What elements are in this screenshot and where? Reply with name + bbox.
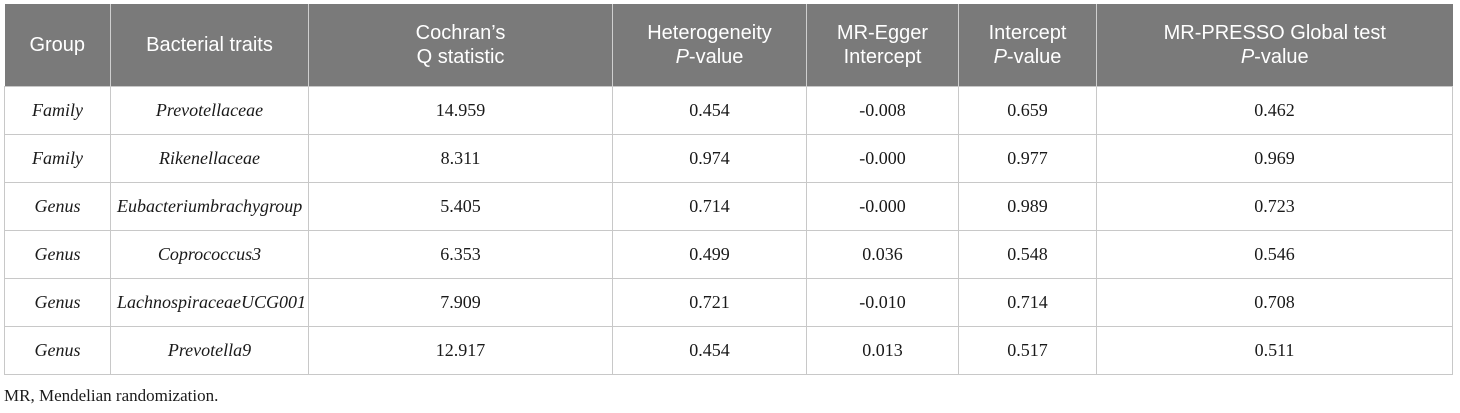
cell-group: Genus bbox=[4, 326, 111, 375]
cell-heterogeneity-p: 0.714 bbox=[612, 182, 807, 231]
table-row: Family Prevotellaceae 14.959 0.454 -0.00… bbox=[4, 86, 1453, 135]
cell-cochrans-q: 7.909 bbox=[308, 278, 613, 327]
header-bacterial-traits: Bacterial traits bbox=[110, 4, 309, 87]
cell-intercept-p: 0.659 bbox=[958, 86, 1097, 135]
cell-cochrans-q: 12.917 bbox=[308, 326, 613, 375]
cell-bacterial-trait: Prevotella9 bbox=[110, 326, 309, 375]
cell-bacterial-trait: Prevotellaceae bbox=[110, 86, 309, 135]
cell-intercept-p: 0.548 bbox=[958, 230, 1097, 279]
header-cochrans-q: Cochran’s Q statistic bbox=[308, 4, 613, 87]
cell-mr-presso-p: 0.546 bbox=[1096, 230, 1453, 279]
header-heterogeneity-p: Heterogeneity P-value bbox=[612, 4, 807, 87]
header-mr-egger-intercept: MR-Egger Intercept bbox=[806, 4, 959, 87]
cell-intercept-p: 0.714 bbox=[958, 278, 1097, 327]
table-row: Genus Prevotella9 12.917 0.454 0.013 0.5… bbox=[4, 326, 1453, 375]
cell-heterogeneity-p: 0.974 bbox=[612, 134, 807, 183]
header-group: Group bbox=[4, 4, 111, 87]
cell-mr-egger-intercept: -0.000 bbox=[806, 182, 959, 231]
cell-mr-egger-intercept: -0.010 bbox=[806, 278, 959, 327]
cell-mr-presso-p: 0.462 bbox=[1096, 86, 1453, 135]
cell-heterogeneity-p: 0.454 bbox=[612, 326, 807, 375]
table-row: Genus Coprococcus3 6.353 0.499 0.036 0.5… bbox=[4, 230, 1453, 279]
cell-mr-egger-intercept: -0.000 bbox=[806, 134, 959, 183]
cell-group: Genus bbox=[4, 278, 111, 327]
cell-intercept-p: 0.989 bbox=[958, 182, 1097, 231]
cell-mr-presso-p: 0.511 bbox=[1096, 326, 1453, 375]
table-header-row: Group Bacterial traits Cochran’s Q stati… bbox=[4, 4, 1453, 87]
cell-cochrans-q: 6.353 bbox=[308, 230, 613, 279]
cell-heterogeneity-p: 0.454 bbox=[612, 86, 807, 135]
cell-mr-presso-p: 0.969 bbox=[1096, 134, 1453, 183]
cell-heterogeneity-p: 0.499 bbox=[612, 230, 807, 279]
cell-group: Family bbox=[4, 86, 111, 135]
header-intercept-p: Intercept P-value bbox=[958, 4, 1097, 87]
table-footnote: MR, Mendelian randomization. bbox=[4, 386, 219, 405]
cell-mr-presso-p: 0.708 bbox=[1096, 278, 1453, 327]
cell-cochrans-q: 14.959 bbox=[308, 86, 613, 135]
cell-bacterial-trait: Eubacteriumbrachygroup bbox=[110, 182, 309, 231]
table-row: Genus Eubacteriumbrachygroup 5.405 0.714… bbox=[4, 182, 1453, 231]
cell-bacterial-trait: Rikenellaceae bbox=[110, 134, 309, 183]
table-row: Family Rikenellaceae 8.311 0.974 -0.000 … bbox=[4, 134, 1453, 183]
cell-cochrans-q: 8.311 bbox=[308, 134, 613, 183]
cell-intercept-p: 0.977 bbox=[958, 134, 1097, 183]
cell-mr-egger-intercept: 0.013 bbox=[806, 326, 959, 375]
cell-group: Family bbox=[4, 134, 111, 183]
cell-group: Genus bbox=[4, 230, 111, 279]
cell-cochrans-q: 5.405 bbox=[308, 182, 613, 231]
cell-intercept-p: 0.517 bbox=[958, 326, 1097, 375]
header-mr-presso-global-p: MR-PRESSO Global test P-value bbox=[1096, 4, 1453, 87]
cell-bacterial-trait: Coprococcus3 bbox=[110, 230, 309, 279]
cell-mr-presso-p: 0.723 bbox=[1096, 182, 1453, 231]
cell-group: Genus bbox=[4, 182, 111, 231]
cell-mr-egger-intercept: -0.008 bbox=[806, 86, 959, 135]
cell-bacterial-trait: LachnospiraceaeUCG001 bbox=[110, 278, 309, 327]
mr-sensitivity-table: Group Bacterial traits Cochran’s Q stati… bbox=[4, 4, 1453, 375]
cell-heterogeneity-p: 0.721 bbox=[612, 278, 807, 327]
table-row: Genus LachnospiraceaeUCG001 7.909 0.721 … bbox=[4, 278, 1453, 327]
results-table-container: Group Bacterial traits Cochran’s Q stati… bbox=[4, 4, 1453, 375]
cell-mr-egger-intercept: 0.036 bbox=[806, 230, 959, 279]
